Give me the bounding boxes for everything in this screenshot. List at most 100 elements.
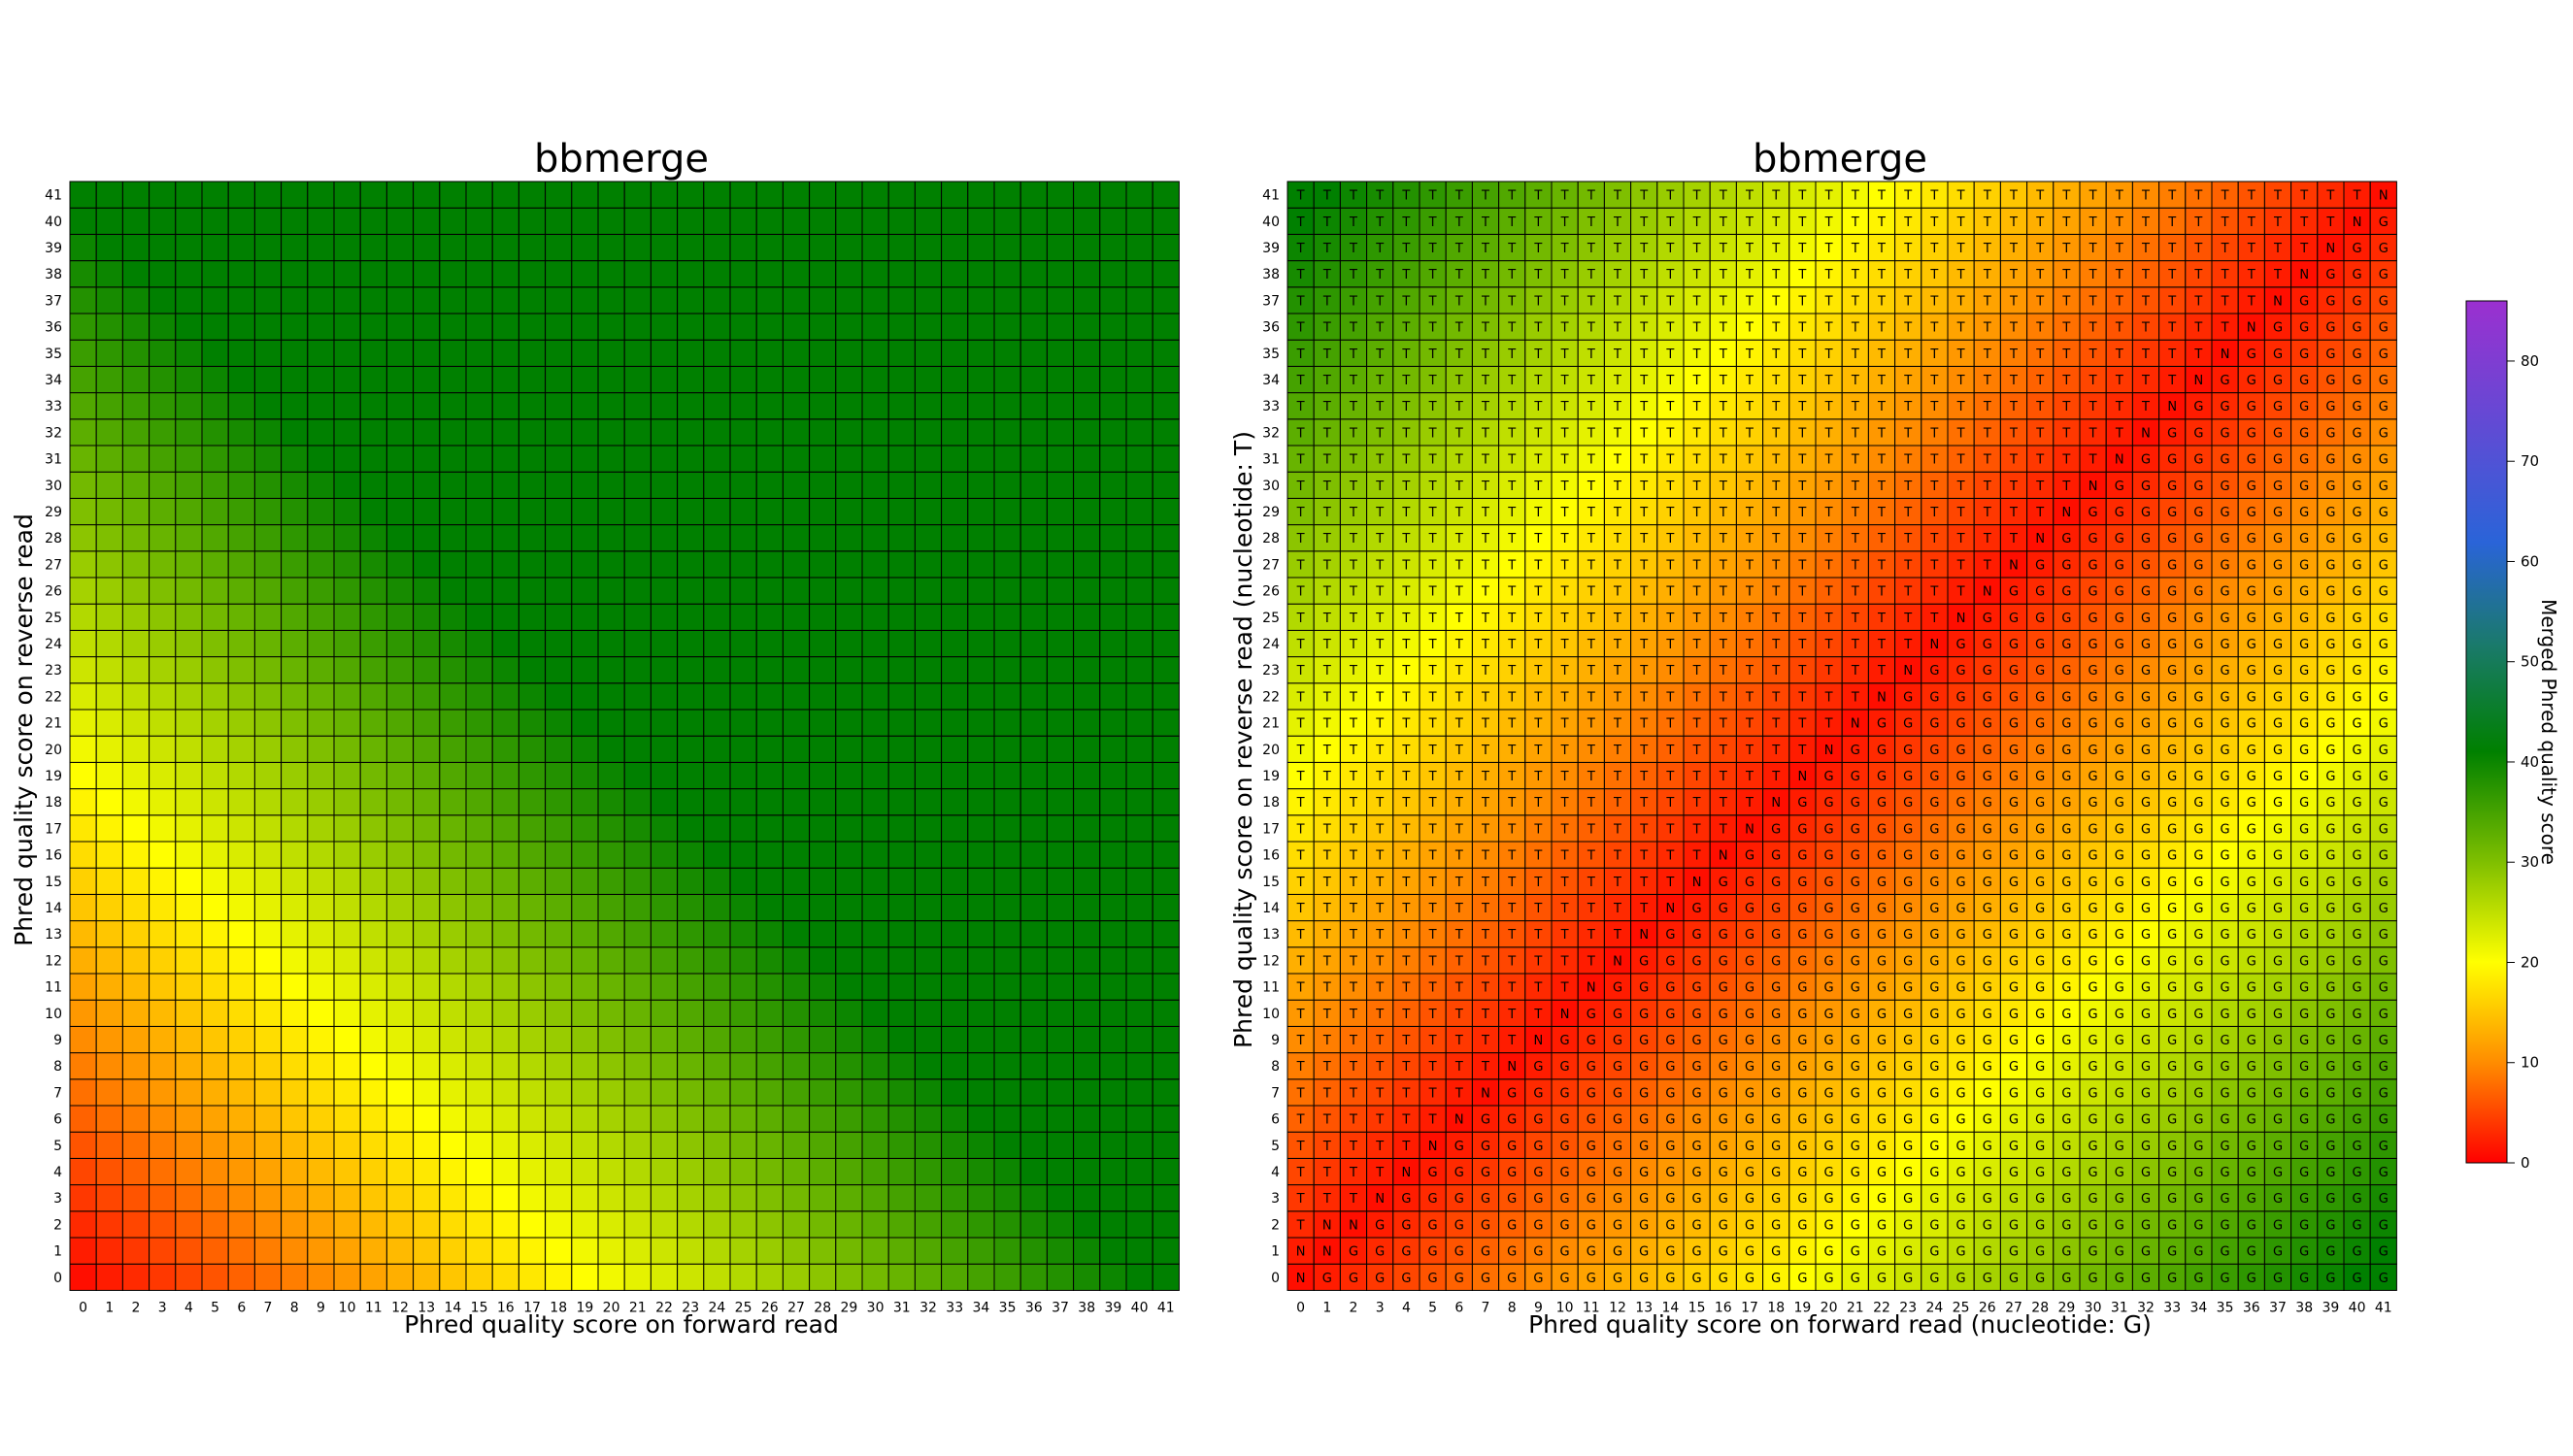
cell-nucleotide-label: G bbox=[1613, 1008, 1622, 1022]
cell-nucleotide-label: T bbox=[1851, 532, 1859, 546]
heatmap-cell bbox=[465, 181, 493, 209]
heatmap-cell bbox=[729, 392, 757, 420]
heatmap-cell bbox=[1709, 867, 1737, 895]
heatmap-cell bbox=[413, 233, 441, 262]
heatmap-cell bbox=[1894, 418, 1922, 447]
heatmap-cell bbox=[1125, 181, 1153, 209]
heatmap-cell bbox=[69, 893, 97, 922]
cell-nucleotide-label: G bbox=[2115, 770, 2124, 784]
cell-nucleotide-label: G bbox=[2193, 717, 2203, 732]
cell-nucleotide-label: T bbox=[1322, 558, 1331, 573]
cell-nucleotide-label: T bbox=[1692, 506, 1701, 520]
heatmap-cell bbox=[861, 1025, 889, 1054]
cell-nucleotide-label: G bbox=[2035, 849, 2045, 864]
heatmap-cell bbox=[2290, 841, 2319, 869]
heatmap-cell bbox=[571, 286, 599, 314]
heatmap-cell bbox=[2369, 1131, 2397, 1159]
heatmap-cell bbox=[333, 418, 361, 447]
heatmap-cell bbox=[2343, 1237, 2371, 1265]
cell-nucleotide-label: G bbox=[2061, 744, 2071, 758]
heatmap-cell bbox=[677, 207, 705, 235]
heatmap-cell bbox=[703, 1025, 731, 1054]
heatmap-cell bbox=[385, 761, 415, 790]
cell-nucleotide-label: G bbox=[2061, 1140, 2071, 1154]
heatmap-cell bbox=[623, 1237, 652, 1265]
heatmap-cell bbox=[993, 1052, 1021, 1080]
heatmap-cell bbox=[1815, 1078, 1843, 1107]
cell-nucleotide-label: T bbox=[1877, 638, 1886, 652]
heatmap-cell bbox=[201, 893, 229, 922]
cell-nucleotide-label: G bbox=[2061, 1034, 2071, 1048]
cell-nucleotide-label: T bbox=[1454, 1008, 1463, 1022]
heatmap-cell bbox=[2263, 313, 2292, 341]
cell-nucleotide-label: T bbox=[2221, 321, 2229, 336]
cell-nucleotide-label: G bbox=[2035, 1060, 2045, 1075]
heatmap-cell bbox=[385, 1184, 415, 1212]
heatmap-cell bbox=[175, 682, 203, 711]
heatmap-cell bbox=[439, 709, 467, 737]
heatmap-cell bbox=[1867, 709, 1896, 737]
cell-nucleotide-label: T bbox=[1587, 638, 1595, 652]
cell-nucleotide-label: G bbox=[1507, 1218, 1517, 1233]
heatmap-cell bbox=[307, 946, 335, 975]
heatmap-cell bbox=[1973, 1052, 2001, 1080]
heatmap-cell bbox=[623, 286, 652, 314]
heatmap-cell bbox=[650, 709, 679, 737]
heatmap-cell bbox=[1841, 735, 1869, 763]
heatmap-cell bbox=[914, 1157, 943, 1186]
heatmap-cell bbox=[385, 788, 415, 816]
heatmap-cell bbox=[597, 497, 625, 526]
heatmap-cell bbox=[861, 524, 889, 552]
heatmap-cell bbox=[333, 656, 361, 684]
heatmap-cell bbox=[307, 814, 335, 843]
heatmap-cell bbox=[201, 1025, 229, 1054]
cell-nucleotide-label: T bbox=[1428, 954, 1437, 969]
heatmap-cell bbox=[2105, 392, 2133, 420]
cell-nucleotide-label: T bbox=[1322, 347, 1331, 362]
heatmap-cell bbox=[253, 893, 283, 922]
cell-nucleotide-label: T bbox=[2009, 426, 2018, 441]
cell-nucleotide-label: G bbox=[2273, 876, 2283, 890]
cell-nucleotide-label: T bbox=[1401, 480, 1410, 494]
heatmap-cell bbox=[1498, 709, 1526, 737]
heatmap-cell bbox=[385, 1131, 415, 1159]
cell-nucleotide-label: N bbox=[2009, 558, 2019, 573]
cell-nucleotide-label: G bbox=[1401, 1218, 1411, 1233]
heatmap-cell bbox=[597, 1184, 625, 1212]
heatmap-cell bbox=[2369, 867, 2397, 895]
heatmap-cell bbox=[1125, 1237, 1153, 1265]
cell-nucleotide-label: T bbox=[1401, 374, 1410, 388]
heatmap-cell bbox=[1656, 761, 1685, 790]
heatmap-cell bbox=[1445, 1157, 1473, 1186]
heatmap-cell bbox=[1683, 524, 1711, 552]
cell-nucleotide-label: T bbox=[1745, 744, 1754, 758]
cell-nucleotide-label: G bbox=[2061, 928, 2071, 943]
heatmap-cell bbox=[1313, 418, 1341, 447]
cell-nucleotide-label: T bbox=[1322, 426, 1331, 441]
x-tick-label: 23 bbox=[682, 1300, 699, 1315]
cell-nucleotide-label: T bbox=[1745, 480, 1754, 494]
heatmap-cell bbox=[677, 233, 705, 262]
heatmap-cell bbox=[121, 735, 150, 763]
cell-nucleotide-label: G bbox=[2221, 796, 2230, 811]
cell-nucleotide-label: T bbox=[1929, 532, 1938, 546]
heatmap-cell bbox=[2185, 524, 2213, 552]
cell-nucleotide-label: G bbox=[1903, 1192, 1913, 1207]
heatmap-cell bbox=[2185, 735, 2213, 763]
heatmap-cell bbox=[201, 418, 229, 447]
cell-nucleotide-label: G bbox=[2325, 480, 2335, 494]
heatmap-cell bbox=[782, 709, 811, 737]
heatmap-cell bbox=[413, 814, 441, 843]
cell-nucleotide-label: G bbox=[2273, 902, 2283, 916]
heatmap-cell bbox=[413, 524, 441, 552]
x-tick-label: 3 bbox=[158, 1300, 167, 1315]
heatmap-cell bbox=[2131, 629, 2160, 658]
heatmap-cell bbox=[1762, 814, 1790, 843]
heatmap-cell bbox=[307, 920, 335, 948]
heatmap-cell bbox=[1867, 471, 1896, 499]
cell-nucleotide-label: G bbox=[1956, 1113, 1966, 1128]
heatmap-cell bbox=[545, 313, 573, 341]
heatmap-cell bbox=[1046, 365, 1075, 394]
heatmap-cell bbox=[2211, 1210, 2239, 1239]
heatmap-cell bbox=[253, 524, 283, 552]
